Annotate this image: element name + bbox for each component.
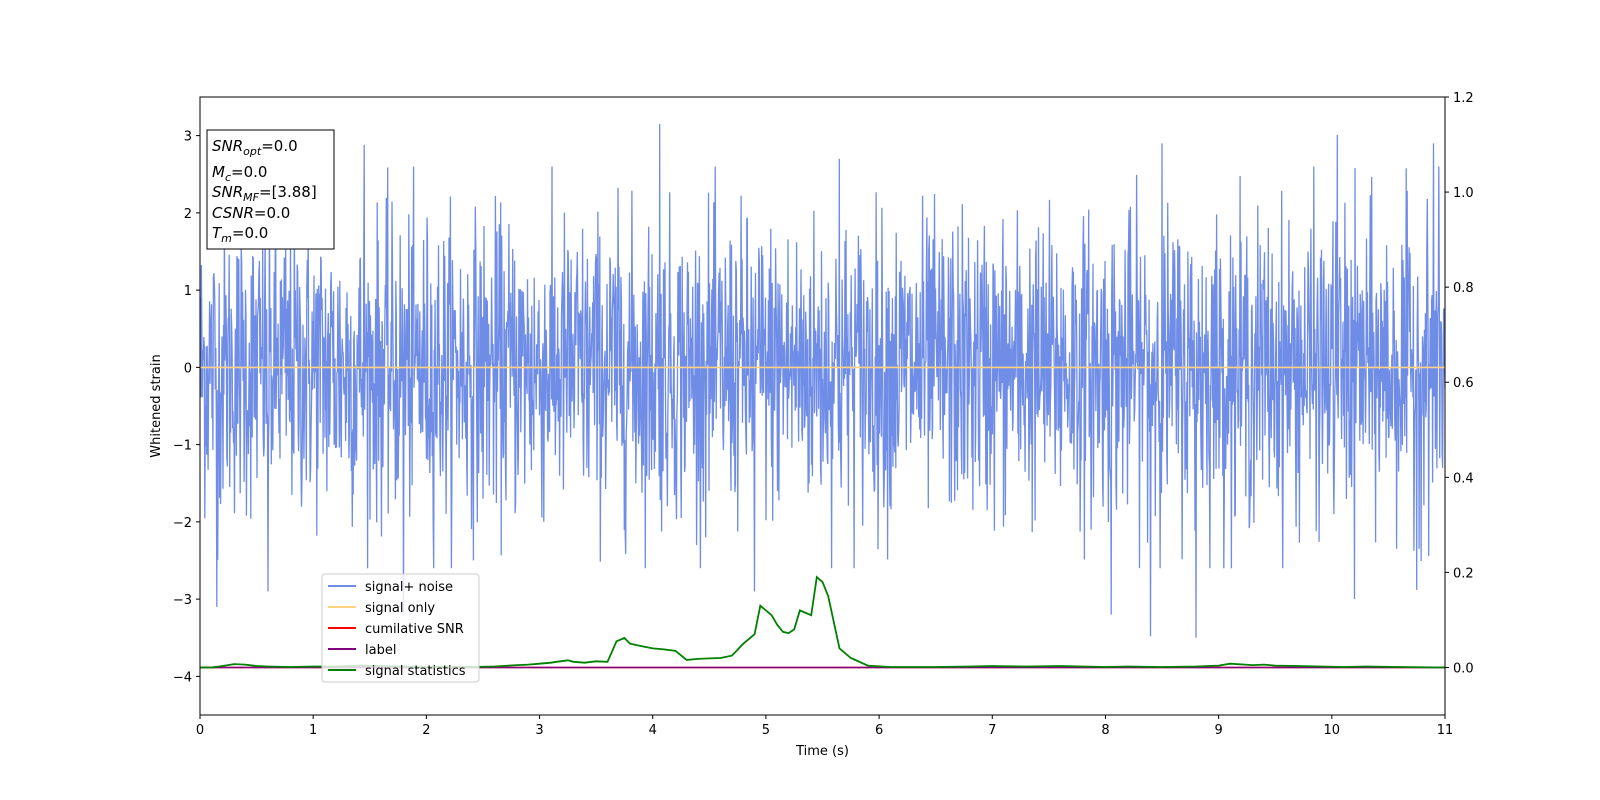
x-axis: 0 1 2 3 4 5 6 7 8 9 10 11 [196, 715, 1453, 738]
y-tick-label: 3 [184, 130, 192, 145]
y-tick-label: 2 [184, 207, 192, 222]
x-tick-label: 4 [649, 723, 657, 738]
legend-label-signal-statistics: signal statistics [365, 664, 466, 679]
x-tick-label: 2 [422, 723, 430, 738]
legend: signal+ noise signal only cumilative SNR la… [321, 573, 480, 683]
y-tick-label: −1 [173, 439, 192, 454]
x-tick-label: 11 [1437, 723, 1454, 738]
x-tick-label: 10 [1324, 723, 1341, 738]
info-mc: Mc=0.0 [212, 163, 267, 184]
series-signal-noise [200, 123, 1445, 638]
y-tick-label: −3 [173, 593, 192, 608]
y-axis-right: 0.0 0.2 0.4 0.6 0.8 1.0 1.2 [1445, 91, 1474, 676]
y-tick-label: −4 [173, 670, 192, 685]
y2-tick-label: 1.2 [1453, 91, 1474, 106]
info-snr-opt: SNRopt=0.0 [212, 137, 298, 158]
legend-label-cumilative-snr: cumilative SNR [365, 622, 464, 637]
y2-tick-label: 0.2 [1453, 566, 1474, 581]
noise-series-layer [200, 123, 1445, 638]
x-tick-label: 1 [309, 723, 317, 738]
legend-label-label: label [365, 643, 396, 658]
x-tick-label: 9 [1214, 723, 1222, 738]
x-axis-label: Time (s) [795, 744, 849, 759]
info-csnr: CSNR=0.0 [212, 204, 290, 222]
y2-tick-label: 0.4 [1453, 471, 1474, 486]
legend-label-signal-only: signal only [365, 601, 435, 616]
y-tick-label: 0 [184, 361, 192, 376]
y2-tick-label: 0.6 [1453, 376, 1474, 391]
y2-tick-label: 0.8 [1453, 281, 1474, 296]
x-tick-label: 0 [196, 723, 204, 738]
x-tick-label: 5 [762, 723, 770, 738]
x-tick-label: 7 [988, 723, 996, 738]
legend-frame [321, 573, 480, 683]
y-axis-label: Whitened strain [149, 354, 164, 457]
y-axis-left: 3 2 1 0 −1 −2 −3 −4 [173, 130, 200, 685]
x-tick-label: 6 [875, 723, 883, 738]
info-box: SNRopt=0.0 Mc=0.0 SNRMF=[3.88] CSNR=0.0 … [206, 129, 335, 250]
info-tm: Tm=0.0 [212, 224, 268, 245]
y-tick-label: −2 [173, 516, 192, 531]
legend-label-signal-noise: signal+ noise [365, 580, 453, 595]
x-tick-label: 3 [535, 723, 543, 738]
y-tick-label: 1 [184, 284, 192, 299]
y2-tick-label: 1.0 [1453, 186, 1474, 201]
x-tick-label: 8 [1101, 723, 1109, 738]
info-box-frame [206, 129, 335, 250]
info-snr-mf: SNRMF=[3.88] [212, 183, 317, 204]
y2-tick-label: 0.0 [1453, 661, 1474, 676]
plot-frame [199, 96, 1446, 716]
